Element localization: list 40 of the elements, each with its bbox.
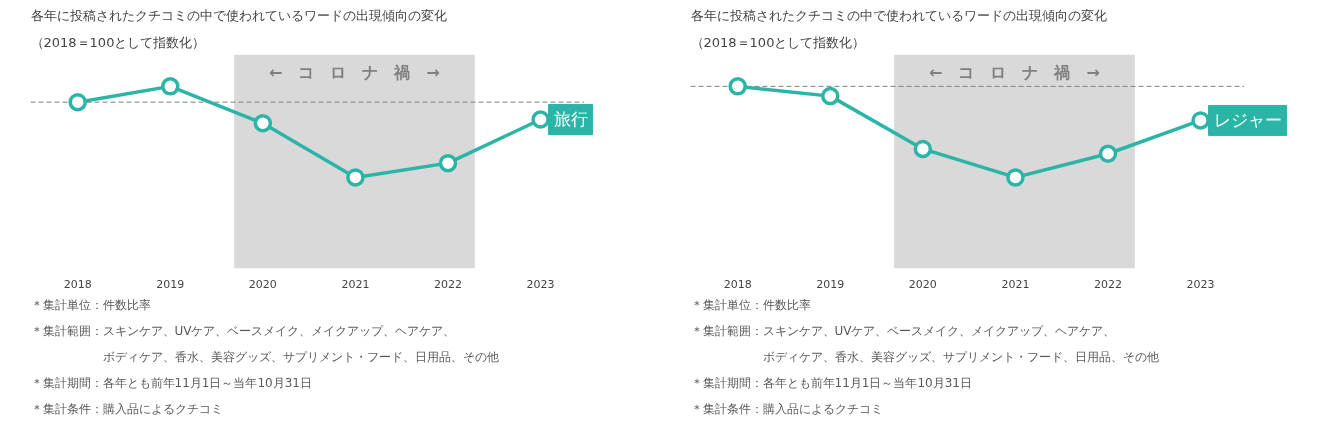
chart-subtitle: （2018＝100として指数化） — [30, 34, 206, 50]
series-label: レジャー — [1213, 110, 1282, 131]
point — [253, 114, 273, 133]
x-tick-label: 2022 — [1094, 277, 1122, 291]
x-tick-label: 2018 — [723, 277, 752, 291]
x-tick-label: 2023 — [1186, 277, 1215, 291]
point — [161, 77, 180, 96]
x-tick-label: 2020 — [248, 277, 277, 291]
point — [728, 77, 747, 96]
point — [1191, 111, 1210, 130]
x-tick-label: 2023 — [526, 277, 555, 291]
band-label: ← コ ロ ナ 禍 → — [929, 62, 1100, 82]
x-tick-label: 2021 — [1001, 277, 1030, 291]
text: ＊集計条件：購入品によるクチコミ — [30, 401, 223, 416]
point — [913, 139, 933, 159]
text: ＊集計範囲：スキンケア、UVケア、ベースメイク、メイクアップ、ヘアケア、ボディケア、香水、美容グッズ、サプリメント・フード、日用品、その他 — [690, 323, 1159, 364]
text: ＊集計期間：各年とも前年11月1日～当年10月31日 — [30, 375, 312, 390]
text: ＊集計単位：件数比率 — [690, 297, 811, 312]
chart-title: 各年に投稿されたクチコミの中で使われているワードの出現傾向の変化 — [690, 7, 1107, 23]
text: ＊集計条件：購入品によるクチコミ — [690, 401, 883, 416]
point — [1006, 168, 1025, 187]
point — [1098, 144, 1118, 163]
x-tick-label: 2019 — [816, 277, 845, 291]
x-tick-label: 2019 — [156, 277, 185, 291]
band-label: ← コ ロ ナ 禍 → — [269, 62, 440, 82]
text: ＊集計単位：件数比率 — [30, 297, 151, 312]
point — [346, 168, 365, 187]
point — [821, 86, 840, 106]
x-tick-label: 2018 — [63, 277, 92, 291]
point — [68, 92, 87, 112]
chart-subtitle: （2018＝100として指数化） — [690, 34, 866, 50]
x-tick-label: 2021 — [341, 277, 370, 291]
point — [438, 153, 458, 173]
chart-title: 各年に投稿されたクチコミの中で使われているワードの出現傾向の変化 — [30, 7, 447, 23]
series-label: 旅行 — [553, 109, 588, 130]
x-tick-label: 2022 — [434, 277, 462, 291]
point — [531, 110, 550, 129]
x-tick-label: 2020 — [908, 277, 937, 291]
text: ＊集計範囲：スキンケア、UVケア、ベースメイク、メイクアップ、ヘアケア、ボディケア、香水、美容グッズ、サプリメント・フード、日用品、その他 — [30, 323, 499, 364]
text: ＊集計期間：各年とも前年11月1日～当年10月31日 — [690, 375, 972, 390]
